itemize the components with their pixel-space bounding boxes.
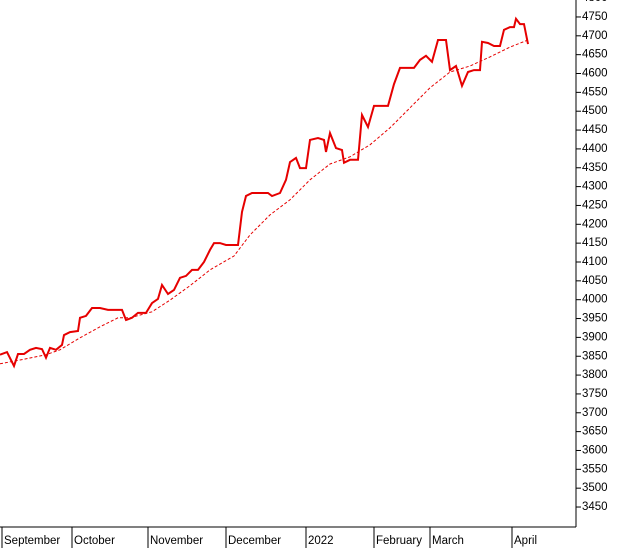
y-tick-label: 3700: [582, 407, 608, 419]
y-tick-label: 4800: [582, 0, 608, 4]
y-tick-label: 4300: [582, 181, 608, 193]
y-tick-label: 4000: [582, 294, 608, 306]
x-tick-label: February: [376, 535, 422, 547]
y-tick-label: 4400: [582, 143, 608, 155]
line-series: [0, 39, 529, 365]
y-tick-label: 4200: [582, 218, 608, 230]
y-tick-label: 4250: [582, 199, 608, 211]
y-tick-label: 4150: [582, 237, 608, 249]
x-tick-label: 2022: [308, 535, 334, 547]
y-tick-label: 3800: [582, 369, 608, 381]
y-tick-label: 3750: [582, 388, 608, 400]
y-tick-label: 4700: [582, 30, 608, 42]
y-tick-label: 3850: [582, 350, 608, 362]
y-tick-label: 4050: [582, 275, 608, 287]
y-tick-label: 4450: [582, 124, 608, 136]
line-series: [0, 16, 529, 369]
x-tick-label: September: [4, 535, 60, 547]
y-tick-label: 3650: [582, 426, 608, 438]
y-tick-label: 3900: [582, 331, 608, 343]
y-tick-label: 3600: [582, 445, 608, 457]
y-tick-label: 4650: [582, 49, 608, 61]
x-tick-label: April: [514, 535, 537, 547]
y-tick-label: 4100: [582, 256, 608, 268]
y-tick-label: 3500: [582, 482, 608, 494]
y-tick-label: 3950: [582, 313, 608, 325]
x-tick-label: March: [432, 535, 464, 547]
x-tick-label: November: [150, 535, 203, 547]
x-tick-label: December: [228, 535, 281, 547]
y-tick-label: 4600: [582, 68, 608, 80]
y-tick-label: 3450: [582, 501, 608, 513]
y-tick-label: 4350: [582, 162, 608, 174]
x-tick-label: October: [74, 535, 115, 547]
y-tick-label: 4750: [582, 11, 608, 23]
y-tick-label: 4500: [582, 105, 608, 117]
y-tick-label: 4550: [582, 86, 608, 98]
y-tick-label: 3550: [582, 463, 608, 475]
